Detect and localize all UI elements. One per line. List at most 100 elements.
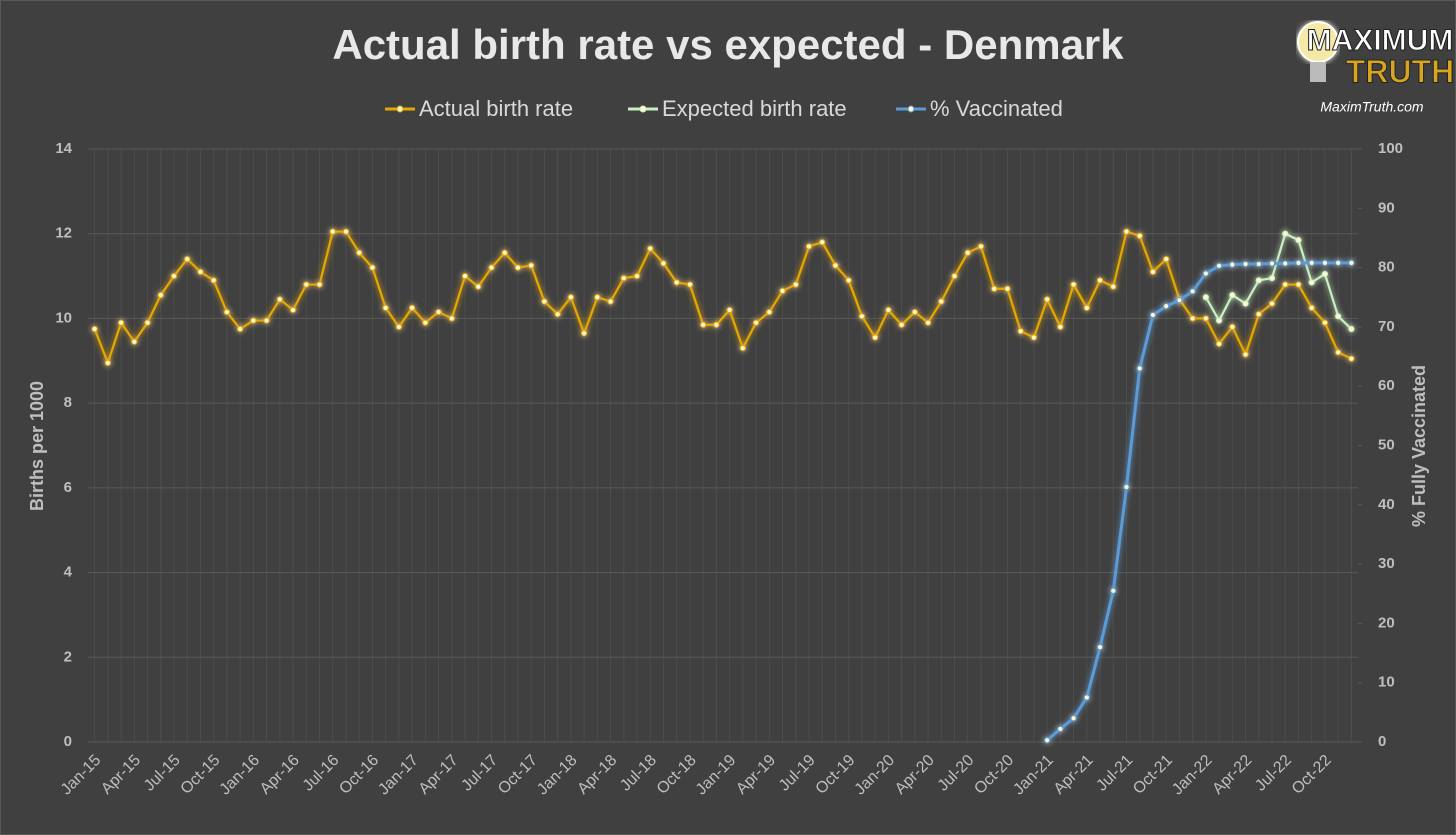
data-point: [1004, 285, 1011, 292]
data-point: [369, 264, 376, 271]
data-point: [197, 268, 204, 275]
legend-marker: [907, 105, 915, 113]
data-point: [131, 338, 138, 345]
data-point: [819, 239, 826, 246]
y2-tick-label: 100: [1378, 140, 1403, 157]
data-point: [1229, 261, 1236, 268]
data-point: [1348, 325, 1355, 333]
data-point: [1149, 268, 1157, 275]
data-point: [1163, 256, 1170, 263]
data-point: [1255, 311, 1262, 318]
data-point: [1321, 270, 1329, 278]
chart-title: Actual birth rate vs expected - Denmark: [332, 21, 1124, 68]
data-point: [1321, 259, 1329, 266]
data-point: [991, 285, 998, 292]
legend-marker: [639, 105, 647, 113]
data-point: [237, 325, 244, 333]
data-point: [739, 344, 746, 352]
data-point: [144, 319, 151, 326]
data-point: [792, 281, 799, 288]
data-point: [580, 330, 588, 337]
y2-tick-label: 0: [1378, 733, 1386, 750]
data-point: [1229, 323, 1236, 330]
data-point: [1282, 230, 1289, 237]
data-point: [1136, 365, 1143, 372]
legend-marker: [396, 105, 404, 113]
data-point: [686, 281, 694, 288]
data-point: [1268, 275, 1276, 282]
data-point: [951, 272, 958, 280]
data-point: [91, 325, 98, 333]
data-point: [528, 262, 535, 269]
data-point: [1123, 483, 1130, 491]
data-point: [1044, 296, 1051, 303]
data-point: [1083, 304, 1090, 311]
series: [1044, 259, 1355, 744]
data-point: [607, 298, 614, 305]
data-point: [1215, 317, 1223, 324]
y-axis-label: Births per 1000: [27, 381, 47, 511]
data-point: [1189, 315, 1196, 322]
data-point: [263, 317, 270, 324]
legend-label: % Vaccinated: [930, 96, 1063, 121]
logo-text: TRUTH: [1346, 53, 1454, 89]
data-point: [1268, 260, 1276, 267]
data-point: [673, 279, 680, 286]
data-point: [700, 321, 707, 328]
data-point: [1348, 355, 1355, 362]
data-point: [223, 308, 231, 316]
data-point: [660, 260, 667, 267]
data-point: [1070, 715, 1077, 722]
line: [93, 230, 1352, 367]
data-point: [250, 317, 257, 324]
data-point: [1295, 281, 1302, 288]
data-point: [1163, 303, 1170, 310]
data-point: [924, 319, 932, 326]
y-tick-label: 14: [55, 140, 72, 157]
data-point: [1149, 311, 1157, 319]
data-point: [184, 256, 191, 263]
data-point: [633, 272, 641, 280]
data-point: [1017, 328, 1024, 335]
data-point: [752, 319, 760, 326]
data-point: [1070, 281, 1077, 288]
data-point: [726, 306, 733, 314]
data-point: [1268, 300, 1276, 307]
y-tick-label: 12: [55, 225, 72, 242]
data-point: [1057, 725, 1064, 733]
data-point: [1136, 232, 1143, 239]
data-point: [1202, 270, 1209, 277]
logo-bulb-base: [1310, 62, 1326, 82]
data-point: [845, 277, 852, 284]
data-point: [1255, 277, 1262, 284]
data-point: [1282, 260, 1289, 267]
data-point: [911, 308, 918, 316]
data-point: [554, 311, 561, 318]
data-point: [1202, 294, 1209, 301]
data-point: [210, 277, 217, 284]
y2-tick-label: 90: [1378, 199, 1395, 216]
data-point: [620, 275, 627, 282]
data-point: [885, 306, 892, 314]
data-point: [289, 306, 297, 314]
data-point: [1189, 288, 1196, 295]
line: [1204, 232, 1353, 330]
data-point: [117, 319, 125, 326]
data-point: [1044, 737, 1051, 744]
data-point: [1242, 300, 1249, 307]
data-point: [1321, 319, 1329, 326]
series: [91, 228, 1355, 367]
y2-tick-label: 50: [1378, 436, 1395, 453]
data-point: [1096, 277, 1104, 284]
data-point: [977, 243, 985, 250]
data-point: [1057, 323, 1064, 330]
data-point: [448, 315, 455, 322]
data-point: [514, 264, 522, 271]
data-point: [1229, 292, 1236, 299]
data-point: [541, 298, 548, 305]
data-point: [316, 281, 323, 288]
data-point: [938, 298, 945, 305]
